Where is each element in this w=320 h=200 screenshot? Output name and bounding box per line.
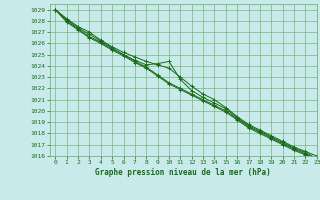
X-axis label: Graphe pression niveau de la mer (hPa): Graphe pression niveau de la mer (hPa) (95, 168, 271, 177)
